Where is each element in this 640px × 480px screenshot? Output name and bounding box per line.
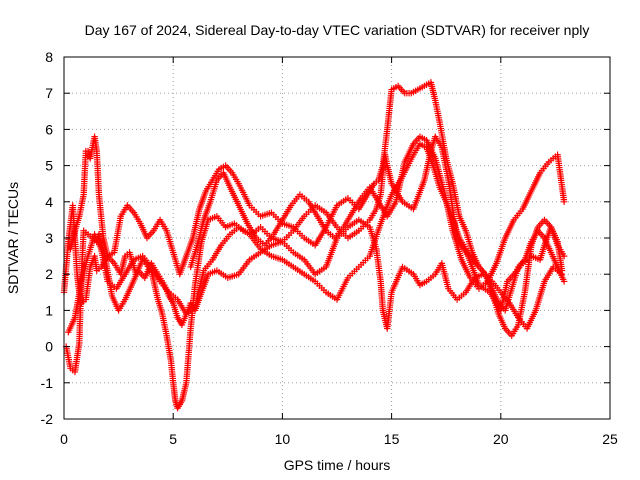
y-tick-labels: -2 -1 0 1 2 3 4 5 6 7 8 bbox=[41, 49, 54, 427]
series-trace-d bbox=[65, 140, 568, 336]
y-tick-label: 8 bbox=[45, 49, 53, 65]
x-tick-label: 10 bbox=[275, 431, 291, 447]
y-tick-label: 6 bbox=[45, 121, 53, 137]
series-trace-e bbox=[187, 133, 568, 292]
x-tick-label: 5 bbox=[169, 431, 177, 447]
x-tick-label: 0 bbox=[60, 431, 68, 447]
y-tick-label: 7 bbox=[45, 85, 53, 101]
chart-title: Day 167 of 2024, Sidereal Day-to-day VTE… bbox=[85, 22, 590, 38]
data-point bbox=[560, 252, 568, 260]
x-tick-label: 20 bbox=[493, 431, 509, 447]
x-tick-label: 25 bbox=[602, 431, 618, 447]
y-tick-label: 4 bbox=[45, 194, 53, 210]
y-tick-label: -1 bbox=[41, 375, 54, 391]
axis-ticks bbox=[63, 56, 611, 420]
y-tick-label: 1 bbox=[45, 302, 53, 318]
x-tick-label: 15 bbox=[384, 431, 400, 447]
y-tick-label: 5 bbox=[45, 158, 53, 174]
y-tick-label: 2 bbox=[45, 266, 53, 282]
data-point bbox=[560, 198, 568, 205]
x-tick-labels: 0 5 10 15 20 25 bbox=[60, 431, 618, 447]
x-axis-label: GPS time / hours bbox=[284, 457, 391, 473]
data-marks bbox=[60, 79, 568, 412]
data-point bbox=[560, 278, 568, 285]
y-tick-label: 0 bbox=[45, 339, 53, 355]
y-axis-label: SDTVAR / TECUs bbox=[5, 182, 21, 294]
y-tick-label: 3 bbox=[45, 230, 53, 246]
y-tick-label: -2 bbox=[41, 411, 54, 427]
